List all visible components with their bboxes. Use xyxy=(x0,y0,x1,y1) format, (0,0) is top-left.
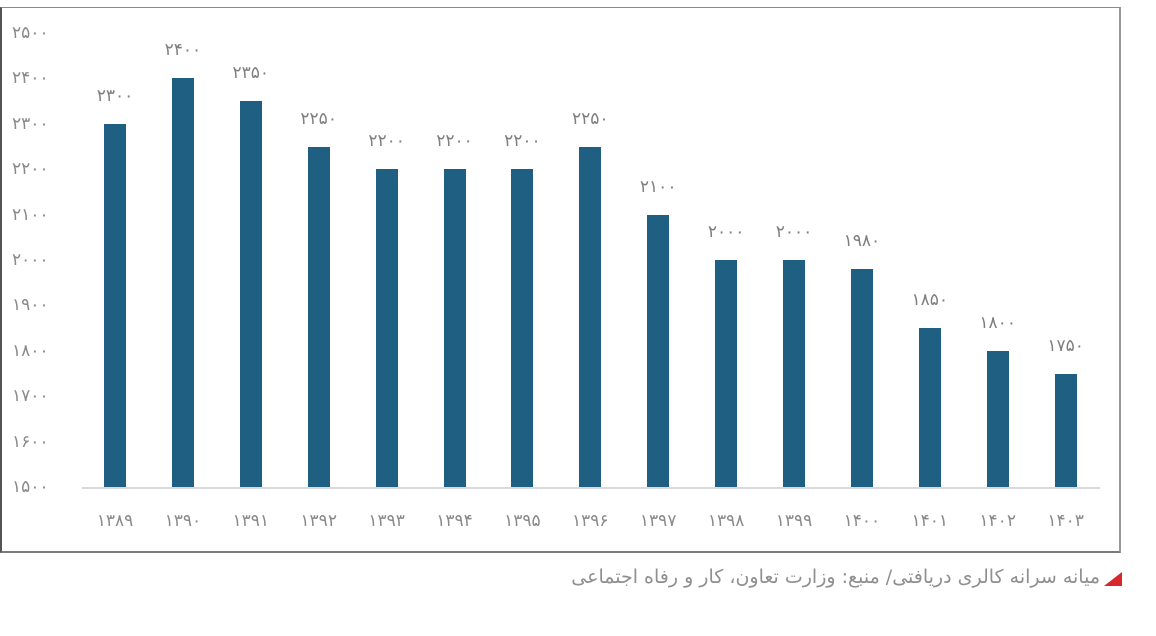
x-axis-tick-label: ۱۴۰۱ xyxy=(911,511,949,531)
bar-1403 xyxy=(1054,373,1077,487)
bar-1397 xyxy=(647,214,670,487)
bar-value-label: ۲۳۰۰ xyxy=(96,85,134,106)
x-axis-tick-label: ۱۳۹۴ xyxy=(436,511,473,531)
y-axis-tick-label: ۱۷۰۰ xyxy=(12,386,49,407)
y-axis-tick-label: ۲۵۰۰ xyxy=(12,23,49,43)
bar-1401 xyxy=(918,328,941,487)
bar-1391 xyxy=(239,101,262,487)
x-axis-tick-label: ۱۴۰۲ xyxy=(979,511,1016,531)
bar-value-label: ۲۱۰۰ xyxy=(639,176,677,197)
y-axis-tick-label: ۲۱۰۰ xyxy=(12,204,49,225)
caption-text: میانه سرانه کالری دریافتی/ منبع: وزارت ت… xyxy=(571,566,1100,588)
chart-frame xyxy=(0,7,1121,553)
bar-1390 xyxy=(171,78,194,487)
y-axis-tick-label: ۲۳۰۰ xyxy=(12,113,49,134)
bar-value-label: ۲۳۵۰ xyxy=(232,63,270,84)
x-axis-tick-label: ۱۳۹۷ xyxy=(639,511,677,531)
x-axis-tick-label: ۱۳۹۶ xyxy=(572,511,609,531)
y-axis-tick-label: ۲۲۰۰ xyxy=(12,159,49,180)
x-axis-tick-label: ۱۳۹۰ xyxy=(164,511,202,531)
x-axis-tick-label: ۱۳۹۹ xyxy=(775,511,813,531)
bar-value-label: ۲۲۵۰ xyxy=(300,108,337,129)
caption-marker-icon xyxy=(1104,572,1122,586)
bar-value-label: ۲۴۰۰ xyxy=(164,40,202,61)
y-axis-tick-label: ۲۴۰۰ xyxy=(12,68,49,89)
x-axis-tick-label: ۱۳۹۱ xyxy=(232,511,270,531)
x-axis-line xyxy=(82,487,1100,489)
bar-value-label: ۲۲۰۰ xyxy=(436,131,473,152)
chart-caption: میانه سرانه کالری دریافتی/ منبع: وزارت ت… xyxy=(571,566,1122,588)
bar-value-label: ۲۲۰۰ xyxy=(368,131,405,152)
bar-value-label: ۱۸۵۰ xyxy=(911,290,949,311)
y-axis-tick-label: ۱۸۰۰ xyxy=(12,340,49,361)
bar-value-label: ۱۷۵۰ xyxy=(1047,335,1084,356)
x-axis-tick-label: ۱۴۰۳ xyxy=(1047,511,1084,531)
bar-value-label: ۲۰۰۰ xyxy=(775,222,813,242)
bar-value-label: ۲۲۰۰ xyxy=(504,131,541,152)
x-axis-tick-label: ۱۴۰۰ xyxy=(843,511,881,531)
bar-1392 xyxy=(307,146,330,487)
bar-value-label: ۲۲۵۰ xyxy=(572,108,609,129)
bar-1400 xyxy=(850,269,873,487)
bar-value-label: ۱۹۸۰ xyxy=(843,231,881,252)
bar-value-label: ۱۸۰۰ xyxy=(979,312,1016,333)
y-axis-tick-label: ۱۹۰۰ xyxy=(12,295,49,316)
y-axis-tick-label: ۱۵۰۰ xyxy=(12,477,49,497)
bar-1395 xyxy=(511,169,534,487)
x-axis-tick-label: ۱۳۸۹ xyxy=(96,511,134,531)
bar-1398 xyxy=(715,260,738,487)
y-axis-tick-label: ۱۶۰۰ xyxy=(12,431,49,452)
bar-1402 xyxy=(986,350,1009,487)
bar-1393 xyxy=(375,169,398,487)
x-axis-tick-label: ۱۳۹۵ xyxy=(504,511,541,531)
bar-1396 xyxy=(579,146,602,487)
y-axis-tick-label: ۲۰۰۰ xyxy=(12,250,49,270)
x-axis-tick-label: ۱۳۹۲ xyxy=(300,511,337,531)
bar-value-label: ۲۰۰۰ xyxy=(707,222,745,242)
bar-1399 xyxy=(783,260,805,487)
bar-1394 xyxy=(443,169,466,487)
x-axis-tick-label: ۱۳۹۳ xyxy=(368,511,405,531)
x-axis-tick-label: ۱۳۹۸ xyxy=(707,511,745,531)
bar-1389 xyxy=(104,123,126,487)
